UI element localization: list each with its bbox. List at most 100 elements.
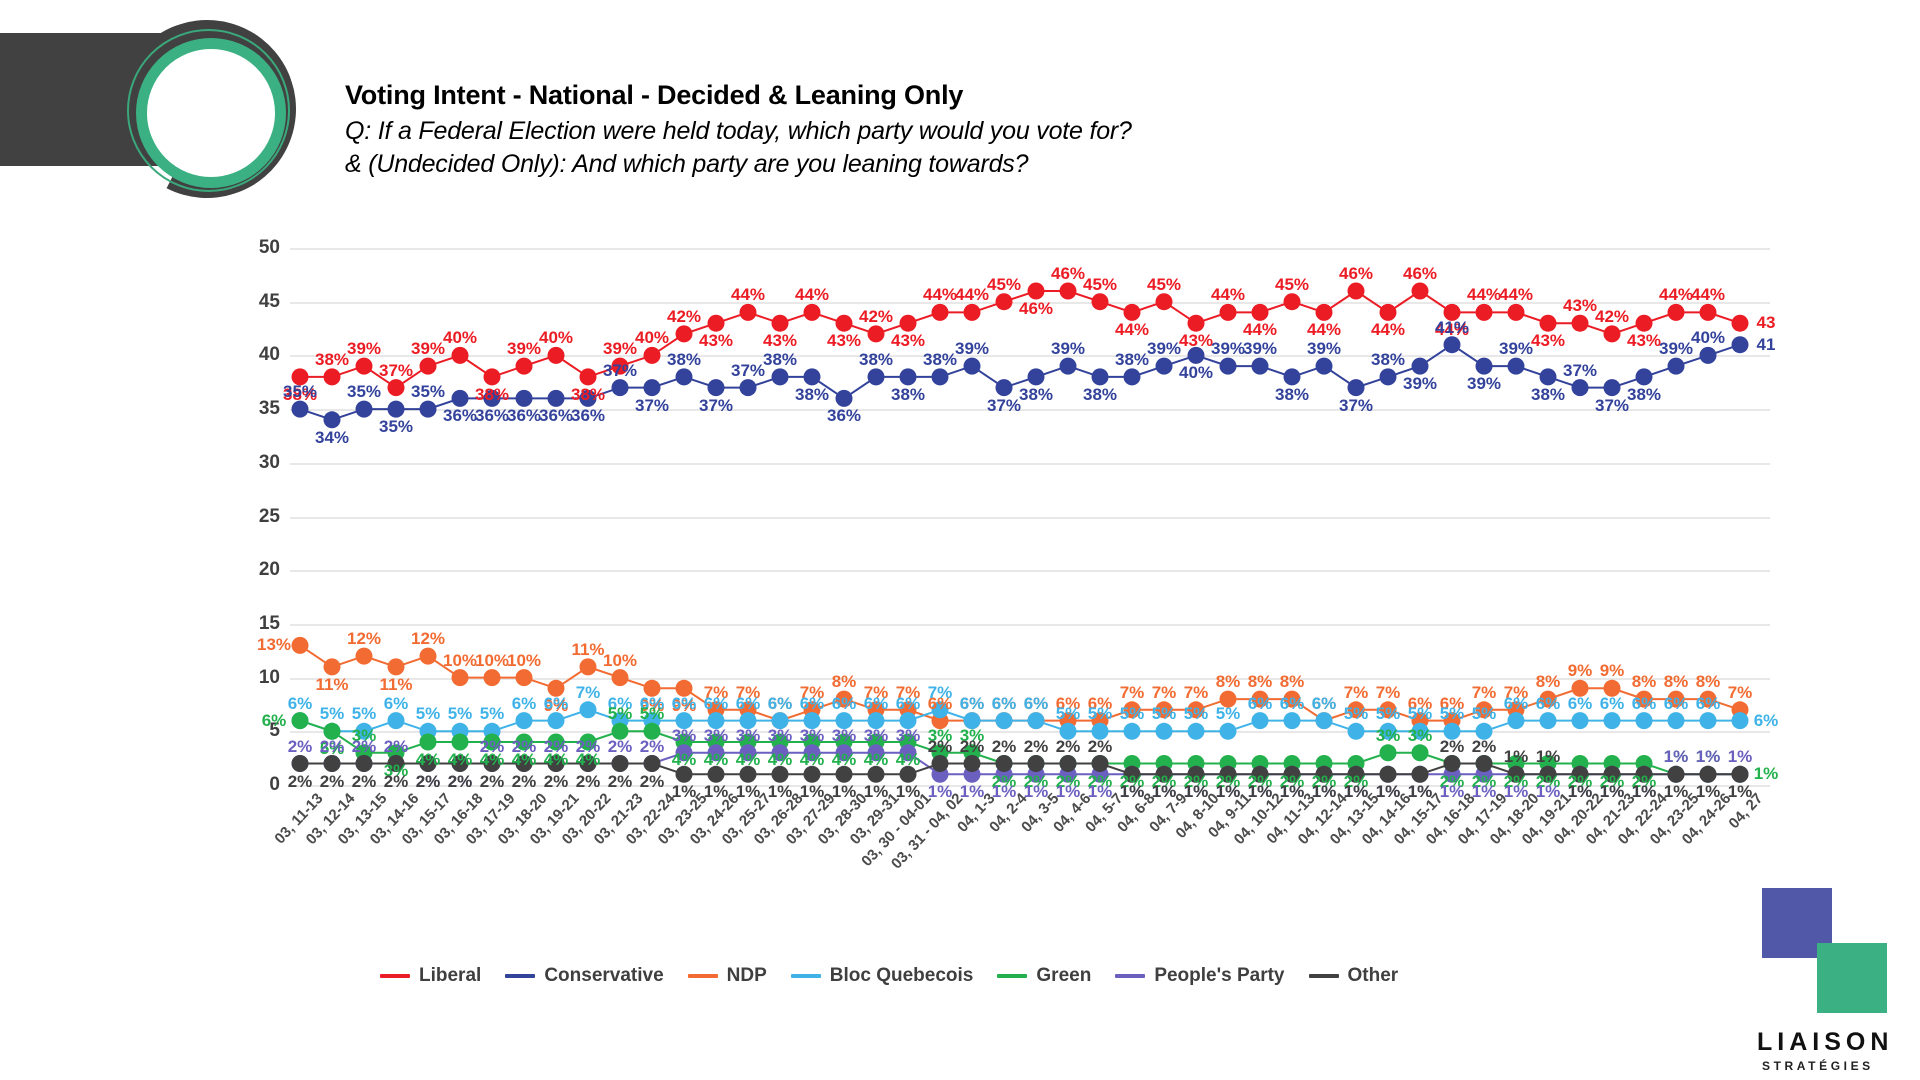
series-marker (291, 755, 309, 772)
series-marker (1315, 357, 1333, 375)
legend-item[interactable]: Other (1308, 965, 1398, 987)
series-marker (451, 389, 469, 407)
series-line (299, 708, 1740, 733)
series-marker (1155, 701, 1173, 719)
legend-item[interactable]: NDP (687, 965, 767, 987)
series-marker (387, 400, 405, 418)
series-marker (899, 368, 917, 386)
series-marker (1123, 765, 1141, 783)
series-marker (771, 765, 789, 783)
series-marker (1379, 744, 1397, 762)
series-marker (1379, 701, 1397, 719)
series-marker (1475, 303, 1493, 321)
y-axis-tick-label: 0 (269, 774, 280, 795)
series-marker (1155, 765, 1173, 783)
series-marker (515, 755, 533, 772)
series-marker (451, 346, 469, 364)
series-marker (835, 765, 853, 783)
series-marker (1091, 722, 1109, 740)
series-marker (515, 389, 533, 407)
series-marker (1667, 765, 1685, 783)
series-marker (451, 733, 469, 751)
series-marker (1155, 293, 1173, 311)
series-marker (1699, 712, 1717, 730)
series-marker (1251, 712, 1269, 730)
gridline (290, 516, 1770, 519)
series-marker (803, 712, 821, 730)
series-marker (419, 400, 437, 418)
y-axis-tick-label: 40 (258, 344, 280, 366)
series-line (300, 289, 1741, 389)
legend-label: People's Party (1154, 965, 1285, 986)
series-marker (1187, 722, 1205, 740)
series-marker (1635, 314, 1653, 332)
legend-item[interactable]: People's Party (1115, 965, 1285, 987)
series-marker (611, 722, 629, 740)
series-marker (1443, 336, 1461, 354)
series-marker (1059, 282, 1077, 300)
series-marker (1091, 293, 1109, 311)
series-marker (323, 658, 341, 676)
series-marker (1251, 357, 1269, 375)
series-marker (355, 357, 373, 375)
series-marker (739, 712, 757, 730)
series-marker (675, 765, 693, 783)
series-marker (1571, 379, 1589, 397)
series-marker (1411, 357, 1429, 375)
series-marker (483, 733, 501, 751)
series-marker (387, 712, 405, 730)
legend-item[interactable]: Conservative (505, 965, 664, 987)
series-marker (419, 755, 437, 772)
legend-item[interactable]: Liberal (380, 965, 481, 987)
series-marker (803, 765, 821, 783)
series-marker (323, 722, 341, 740)
series-marker (1027, 282, 1045, 300)
legend-item[interactable]: Green (997, 965, 1091, 987)
series-marker (1731, 712, 1749, 730)
gridline (290, 301, 1770, 304)
series-marker (1475, 357, 1493, 375)
series-marker (1379, 303, 1397, 321)
legend-item[interactable]: Bloc Quebecois (790, 965, 973, 987)
series-marker (643, 755, 661, 772)
brand-square-green-icon (1817, 943, 1887, 1013)
series-marker (1699, 765, 1717, 783)
series-marker (355, 647, 373, 665)
series-marker (771, 744, 789, 762)
series-marker (291, 636, 309, 654)
series-line (299, 343, 1741, 421)
series-marker (1155, 722, 1173, 740)
series-marker (1379, 765, 1397, 783)
series-marker (675, 712, 693, 730)
brand-logo: LIAISON STRATÉGIES (1757, 888, 1888, 1073)
series-marker (1251, 303, 1269, 321)
legend-label: NDP (726, 965, 767, 986)
series-marker (1475, 701, 1493, 719)
gridline (290, 570, 1770, 573)
series-marker (867, 325, 885, 343)
series-marker (515, 357, 533, 375)
series-marker (579, 755, 597, 772)
series-marker (963, 712, 981, 730)
series-marker (1571, 679, 1589, 697)
series-marker (963, 357, 981, 375)
series-marker (387, 658, 405, 676)
series-marker (579, 368, 597, 386)
gridline (290, 677, 1770, 680)
series-marker (899, 314, 917, 332)
series-marker (675, 325, 693, 343)
series-marker (707, 712, 725, 730)
series-marker (355, 722, 373, 740)
series-marker (931, 368, 949, 386)
series-marker (355, 755, 373, 772)
series-marker (675, 368, 693, 386)
series-marker (867, 368, 885, 386)
series-marker (1315, 303, 1333, 321)
series-marker (1475, 755, 1493, 772)
series-marker (1603, 712, 1621, 730)
series-marker (1283, 712, 1301, 730)
series-marker (579, 658, 597, 676)
series-marker (483, 755, 501, 772)
series-marker (387, 755, 405, 772)
series-marker (483, 669, 501, 687)
